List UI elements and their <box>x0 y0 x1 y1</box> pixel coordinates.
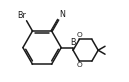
Text: O: O <box>76 62 82 68</box>
Text: B: B <box>70 38 76 47</box>
Text: O: O <box>76 32 82 38</box>
Text: N: N <box>59 10 65 19</box>
Text: Br: Br <box>17 11 26 20</box>
